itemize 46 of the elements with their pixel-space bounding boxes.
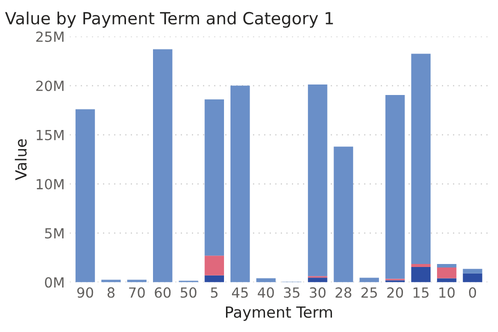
bar	[204, 275, 224, 282]
bar	[101, 280, 121, 282]
y-tick-label: 0M	[44, 277, 64, 288]
bar	[437, 267, 456, 278]
x-tick-label: 45	[232, 287, 248, 298]
x-tick-label: 15	[414, 287, 429, 298]
bar	[76, 109, 95, 282]
bar	[462, 268, 482, 274]
bar	[437, 264, 456, 268]
bar	[127, 280, 147, 282]
x-tick-label: 50	[180, 287, 196, 298]
y-tick-label: 5M	[45, 228, 64, 239]
bar	[411, 266, 431, 282]
x-tick-label: 10	[439, 287, 455, 298]
bar	[230, 86, 250, 282]
x-tick-label: 35	[284, 287, 300, 298]
bar	[360, 278, 379, 282]
bar	[204, 99, 224, 256]
x-tick-label: 90	[77, 287, 94, 298]
bar	[152, 49, 172, 282]
x-tick-label: 5	[210, 287, 218, 298]
x-tick-label: 28	[336, 287, 352, 298]
bar	[308, 278, 328, 282]
bar	[308, 84, 328, 276]
y-tick-label: 20M	[36, 80, 64, 92]
bar	[437, 278, 456, 282]
chart-title: Value by Payment Term and Category 1	[5, 12, 333, 28]
bar	[462, 273, 482, 282]
bar	[411, 54, 431, 264]
bar	[411, 264, 431, 267]
x-tick-label: 0	[469, 287, 476, 298]
x-tick-label: 70	[129, 287, 145, 298]
bar	[385, 94, 405, 279]
y-tick-label: 15M	[36, 130, 64, 140]
bar	[204, 256, 224, 276]
x-tick-label: 40	[258, 287, 274, 298]
bar	[334, 146, 354, 282]
x-axis-title: Payment Term	[226, 306, 332, 321]
x-tick-label: 20	[387, 287, 403, 298]
x-tick-label: 60	[154, 287, 171, 298]
x-tick-label: 8	[108, 287, 115, 298]
y-tick-label: 25M	[36, 31, 64, 42]
x-tick-label: 30	[310, 287, 326, 298]
x-tick-label: 25	[361, 287, 377, 298]
y-tick-label: 10M	[36, 178, 64, 190]
y-axis-title: Value	[14, 139, 27, 180]
